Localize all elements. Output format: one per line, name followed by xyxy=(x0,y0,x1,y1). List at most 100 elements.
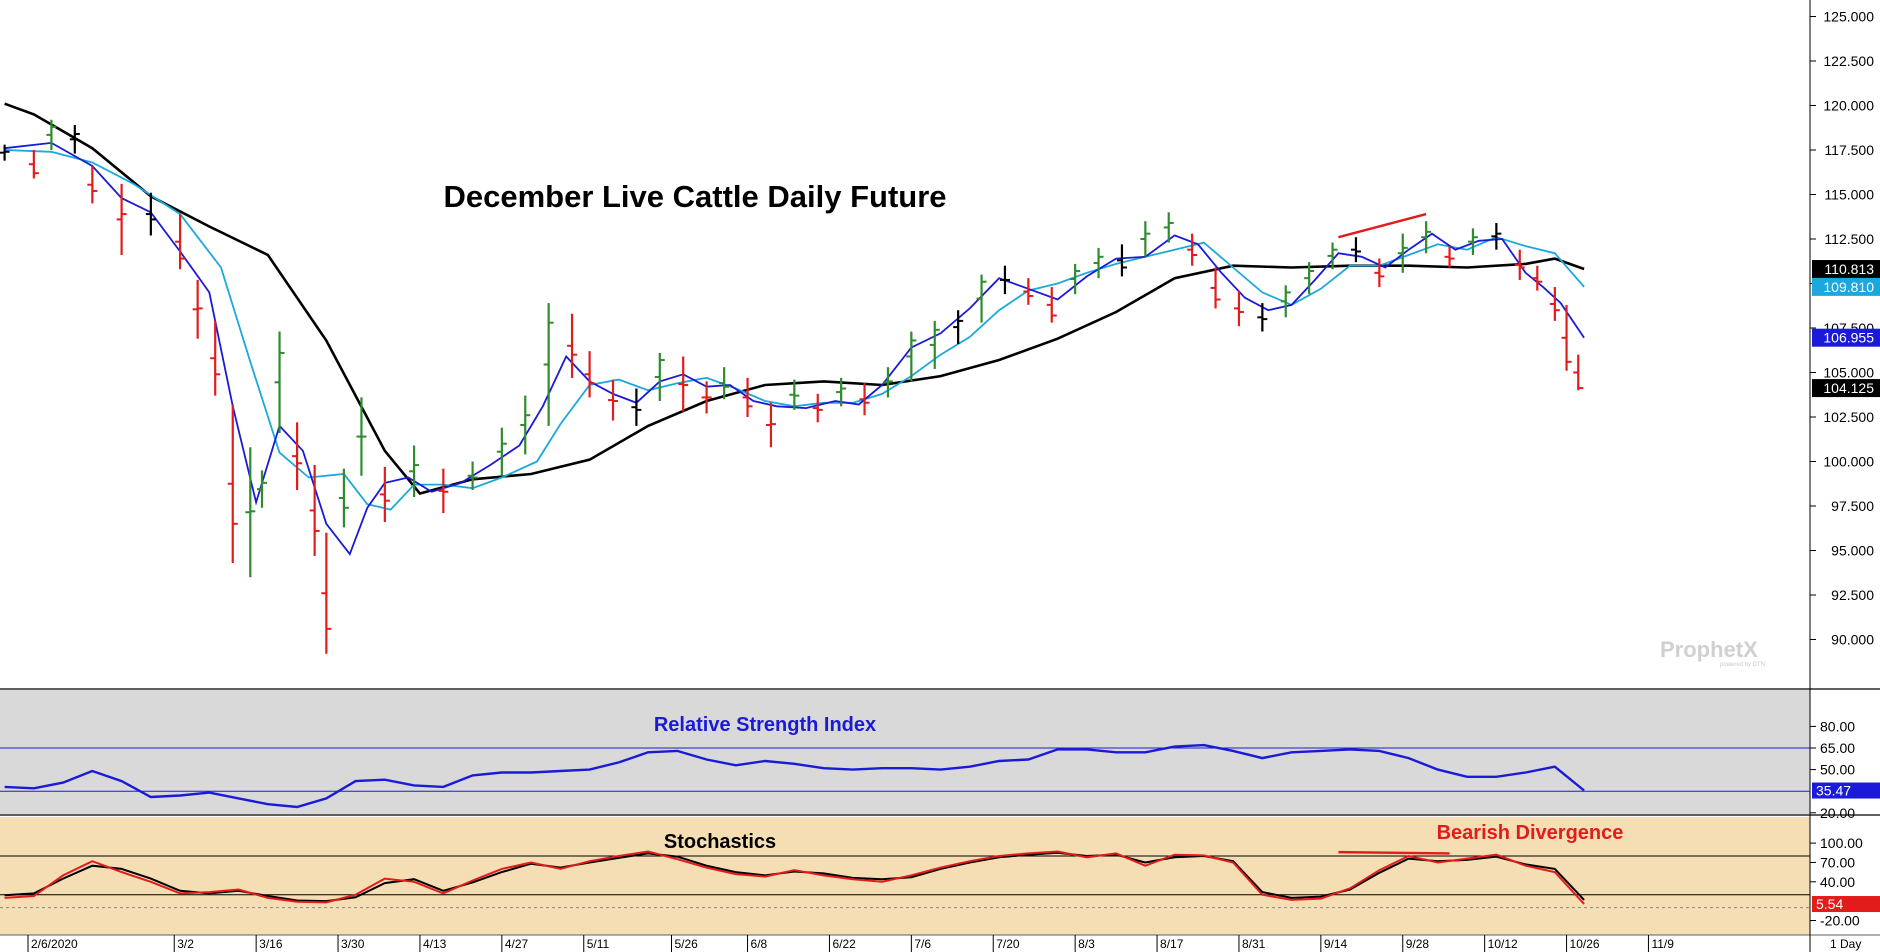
rsi-tick-label: 20.00 xyxy=(1820,805,1855,821)
chart-title: December Live Cattle Daily Future xyxy=(443,179,946,214)
price-bar xyxy=(192,279,203,339)
price-bar xyxy=(245,447,256,578)
price-bar xyxy=(1210,267,1221,309)
date-tick-label: 11/9 xyxy=(1651,937,1674,951)
price-bar xyxy=(1444,246,1455,268)
price-tick-label: 102.500 xyxy=(1823,409,1874,425)
stochastics-value-badge-bg xyxy=(1812,896,1880,913)
rsi-value-badge-bg xyxy=(1812,782,1880,799)
date-tick-label: 8/17 xyxy=(1160,937,1184,951)
price-bar xyxy=(719,367,730,400)
price-bar xyxy=(859,383,870,416)
price-bar xyxy=(1421,221,1432,254)
rsi-panel-background xyxy=(0,690,1810,814)
price-bar xyxy=(584,351,595,398)
date-tick-label: 9/28 xyxy=(1406,937,1430,951)
price-bar xyxy=(227,404,238,563)
date-tick-label: 8/3 xyxy=(1078,937,1095,951)
price-bar xyxy=(882,367,893,398)
date-tick-label: 6/22 xyxy=(832,937,856,951)
price-bar xyxy=(1163,212,1174,243)
last-value-badge-text: 109.810 xyxy=(1823,279,1874,295)
stochastics-tick-label: 40.00 xyxy=(1820,874,1855,890)
date-tick-label: 4/13 xyxy=(423,937,447,951)
price-bar xyxy=(654,352,665,401)
price-bar xyxy=(292,422,303,490)
price-bar xyxy=(1187,233,1198,266)
price-bar xyxy=(1327,242,1338,270)
stochastics-lines xyxy=(4,850,1585,905)
price-tick-label: 120.000 xyxy=(1823,98,1874,114)
moving-average-line xyxy=(4,141,1585,556)
price-bar xyxy=(1304,262,1315,295)
rsi-value-badge: 35.47 xyxy=(1812,782,1880,799)
price-bar xyxy=(836,377,847,407)
price-bar xyxy=(1374,258,1385,288)
price-panel-background xyxy=(0,0,1810,688)
rsi-tick-label: 80.00 xyxy=(1820,718,1855,734)
price-bar xyxy=(678,356,689,412)
price-axis-ticks: 125.000 122.500 120.000 117.500 115.000 112.5… xyxy=(1810,9,1874,648)
rsi-axis-ticks: 80.00 65.00 50.00 20.00 xyxy=(1810,718,1855,821)
price-bar xyxy=(631,388,642,426)
price-bar xyxy=(1046,287,1057,323)
price-bar xyxy=(1070,263,1081,295)
price-bar xyxy=(1514,249,1525,280)
price-tick-label: 122.500 xyxy=(1823,53,1874,69)
price-bar xyxy=(257,470,267,508)
price-bar xyxy=(976,274,987,323)
price-bar xyxy=(608,379,618,421)
price-bar xyxy=(812,393,823,423)
rsi-reference-lines xyxy=(0,747,1810,792)
price-bar xyxy=(274,331,285,434)
stochastics-tick-label: -20.00 xyxy=(1820,913,1860,929)
stochastics-tick-label: 70.00 xyxy=(1820,854,1855,870)
date-tick-label: 7/6 xyxy=(914,937,931,951)
price-tick-label: 117.500 xyxy=(1824,142,1874,158)
date-tick-label: 8/31 xyxy=(1242,937,1266,951)
price-bar xyxy=(309,465,320,556)
last-value-badge: 106.955 xyxy=(1812,328,1880,347)
date-tick-label: 2/6/2020 xyxy=(31,937,78,951)
price-bar xyxy=(567,313,578,378)
price-bar xyxy=(1491,222,1502,250)
price-bar xyxy=(520,395,531,455)
price-bar xyxy=(1116,244,1127,277)
stochastics-line xyxy=(4,851,1585,903)
price-bar xyxy=(742,377,753,417)
price-bars xyxy=(0,119,1584,654)
price-bar xyxy=(1350,237,1361,263)
last-value-badge: 110.813 xyxy=(1812,260,1880,279)
last-value-badge: 104.125 xyxy=(1812,379,1880,398)
date-tick-label: 4/27 xyxy=(505,937,529,951)
price-bar xyxy=(906,331,917,382)
price-bar xyxy=(1233,290,1244,327)
stochastics-value-badge: 5.54 xyxy=(1812,896,1880,913)
date-tick-label: 5/11 xyxy=(587,937,610,951)
date-tick-label: 5/26 xyxy=(675,937,699,951)
date-tick-label: 3/16 xyxy=(259,937,283,951)
stochastics-title: Stochastics xyxy=(664,831,776,853)
price-bar xyxy=(999,265,1010,295)
price-bar xyxy=(1573,354,1584,391)
price-bar xyxy=(467,461,478,490)
last-value-badge-bg xyxy=(1812,379,1880,398)
price-bar xyxy=(69,125,80,154)
price-bar xyxy=(1467,228,1478,256)
rsi-value-badge-text: 35.47 xyxy=(1816,783,1851,799)
price-bar xyxy=(496,427,507,476)
price-bar xyxy=(1093,247,1104,279)
price-tick-label: 95.000 xyxy=(1831,543,1874,559)
stochastics-divergence-trendline xyxy=(1338,850,1450,855)
price-bar xyxy=(765,402,776,448)
last-value-badge-text: 104.125 xyxy=(1823,380,1874,396)
rsi-tick-label: 65.00 xyxy=(1820,740,1855,756)
price-tick-label: 112.500 xyxy=(1824,231,1874,247)
price-bar xyxy=(0,144,10,161)
price-bar xyxy=(1532,265,1543,291)
price-bar xyxy=(438,468,449,514)
date-tick-label: 9/14 xyxy=(1324,937,1348,951)
price-bar xyxy=(46,119,57,150)
last-value-badges: 110.813 109.810 106.955 104.125 xyxy=(1812,260,1880,398)
